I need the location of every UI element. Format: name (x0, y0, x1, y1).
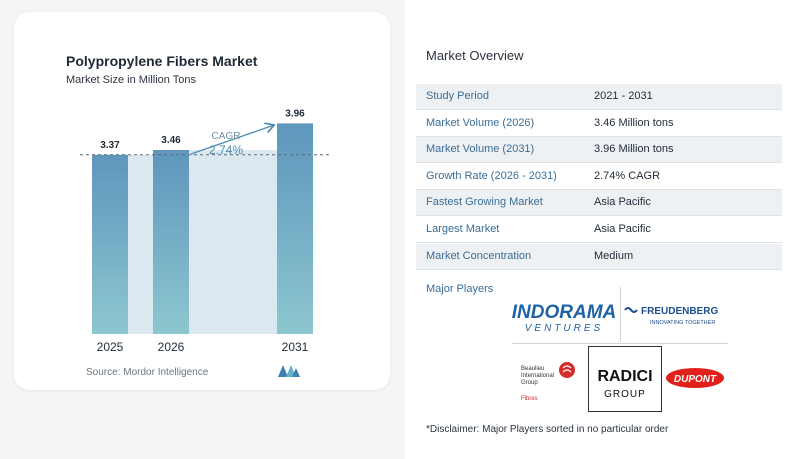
disclaimer: *Disclaimer: Major Players sorted in no … (426, 424, 669, 435)
overview-row-value: 3.96 Million tons (594, 143, 674, 156)
bar-chart: 3.37 2025 3.46 2026 3.96 2031 CAGR 2.74% (80, 108, 332, 354)
overview-row-value: 3.46 Million tons (594, 116, 674, 129)
beaulieu-logo-text: Beaulieu (521, 366, 544, 372)
overview-row-label: Largest Market (426, 223, 500, 235)
chart-subtitle: Market Size in Million Tons (66, 74, 197, 86)
overview-row-value: 2021 - 2031 (594, 90, 653, 102)
bar-value-label: 3.96 (285, 108, 305, 119)
dupont-logo-text: DUPONT (674, 374, 717, 385)
freudenberg-logo: FREUDENBERG INNOVATING TOGETHER (622, 300, 730, 330)
indorama-logo: INDORAMA VENTURES (510, 296, 618, 336)
overview-row-label: Fastest Growing Market (426, 196, 543, 209)
cagr-label: CAGR (212, 131, 241, 142)
overview-row-label: Study Period (426, 90, 489, 102)
major-players-title: Major Players (426, 283, 494, 295)
beaulieu-logo-subtext: Fibres (521, 396, 538, 402)
freudenberg-logo-subtext: INNOVATING TOGETHER (650, 320, 715, 326)
overview-row: Fastest Growing Market Asia Pacific (416, 190, 782, 217)
logo-divider-horizontal (512, 343, 728, 344)
beaulieu-logo: Beaulieu International Group Fibres (513, 356, 585, 406)
overview-row-label: Market Concentration (426, 249, 532, 262)
freudenberg-logo-text: FREUDENBERG (641, 306, 718, 317)
bar-2031 (277, 123, 313, 335)
overview-title: Market Overview (426, 48, 524, 63)
overview-row: Study Period 2021 - 2031 (416, 84, 782, 110)
overview-row: Market Concentration Medium (416, 243, 782, 270)
overview-row-value: Medium (594, 249, 634, 262)
radici-logo-text: RADICI (597, 368, 652, 385)
x-tick-label: 2025 (97, 340, 124, 354)
bar-2026 (153, 149, 189, 334)
indorama-logo-subtext: VENTURES (525, 323, 603, 334)
bar-value-label: 3.46 (161, 135, 181, 146)
overview-row: Market Volume (2031) 3.96 Million tons (416, 137, 782, 164)
chart-title: Polypropylene Fibers Market (66, 53, 258, 69)
overview-row: Largest Market Asia Pacific (416, 217, 782, 243)
source-text: Source: Mordor Intelligence (86, 367, 209, 378)
overview-row: Growth Rate (2026 - 2031) 2.74% CAGR (416, 164, 782, 190)
dupont-oval-icon (666, 368, 724, 388)
beaulieu-logo-text-3: Group (521, 380, 538, 386)
x-tick-label: 2031 (282, 340, 309, 354)
overview-row-label: Market Volume (2026) (426, 116, 535, 129)
chart-band (189, 149, 277, 334)
dupont-logo: DUPONT (664, 366, 726, 390)
bar-value-label: 3.37 (100, 140, 120, 151)
overview-row-value: 2.74% CAGR (594, 169, 661, 182)
overview-row: Market Volume (2026) 3.46 Million tons (416, 111, 782, 137)
beaulieu-logo-text-2: International (521, 373, 554, 379)
cagr-arrow (190, 125, 273, 155)
radici-logo: RADICI GROUP (588, 346, 662, 412)
radici-logo-subtext: GROUP (604, 389, 646, 400)
overview-row-value: Asia Pacific (594, 196, 651, 209)
overview-row-label: Growth Rate (2026 - 2031) (426, 169, 557, 182)
overview-row-value: Asia Pacific (594, 223, 651, 235)
indorama-logo-text: INDORAMA (512, 302, 617, 323)
bar-2025 (92, 154, 128, 334)
logo-divider-vertical (620, 287, 621, 342)
x-tick-label: 2026 (158, 340, 185, 354)
freudenberg-wave-icon (624, 307, 638, 313)
mordor-intelligence-logo-icon (278, 365, 300, 377)
chart-band (128, 154, 153, 334)
cagr-value: 2.74% (209, 143, 243, 157)
overview-row-label: Market Volume (2031) (426, 143, 535, 156)
